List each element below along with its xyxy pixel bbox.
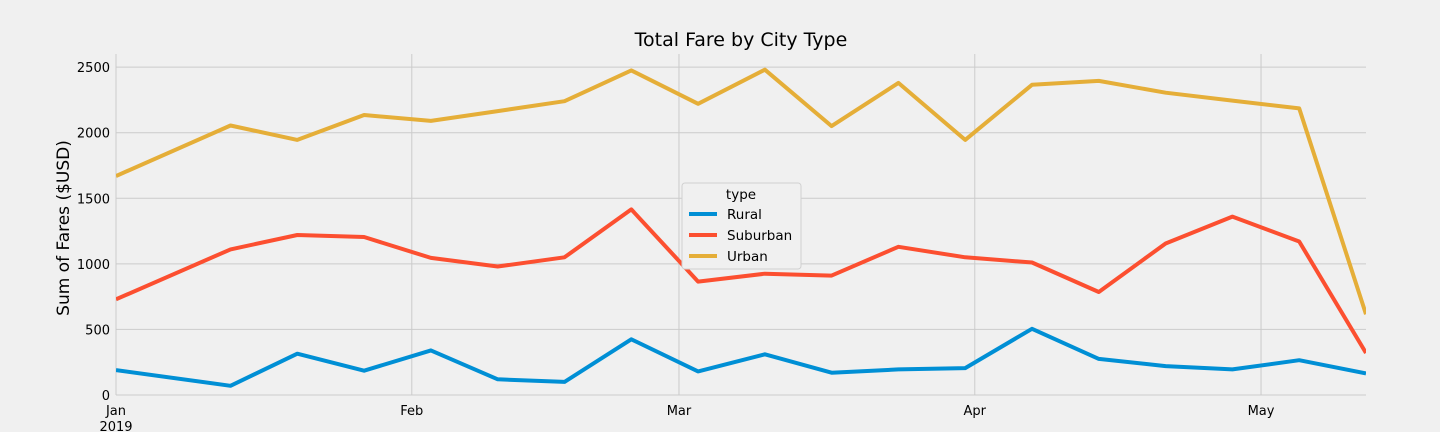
legend-label-rural: Rural [727,207,762,223]
y-tick-label: 1500 [77,192,110,207]
y-tick-label: 0 [102,389,110,404]
y-tick-label: 2500 [77,61,110,76]
series-line-rural [116,326,1366,388]
x-tick-label: May [1248,404,1275,419]
y-tick-label: 500 [85,323,110,338]
y-axis-label: Sum of Fares ($USD) [54,140,74,316]
series-line-urban [116,67,1366,315]
series-line-suburban [116,207,1366,355]
x-tick-label: Mar [667,404,692,419]
legend-box [681,182,802,270]
x-tick-label: Feb [400,404,423,419]
legend-label-urban: Urban [727,249,768,265]
y-axis-ticks: 0 500 1000 1500 2000 2500 [77,61,110,404]
series-lines [116,67,1366,388]
y-tick-label: 2000 [77,127,110,142]
legend-title: type [726,187,756,203]
legend: type Rural Suburban Urban [681,182,802,270]
chart-title: Total Fare by City Type [634,29,848,51]
legend-label-suburban: Suburban [727,228,792,244]
y-tick-label: 1000 [77,258,110,273]
x-tick-label: Apr [964,404,987,419]
x-tick-label: Jan [105,404,126,419]
x-tick-sublabel: 2019 [99,420,132,432]
